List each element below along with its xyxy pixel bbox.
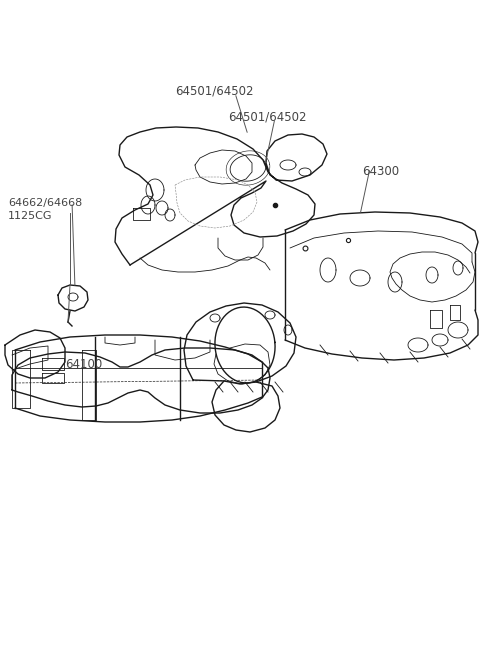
Text: 64100: 64100 <box>65 358 102 371</box>
Text: 64501/64502: 64501/64502 <box>228 110 307 123</box>
Text: 64300: 64300 <box>362 165 399 178</box>
Text: 64662/64668: 64662/64668 <box>8 198 82 208</box>
Text: 64501/64502: 64501/64502 <box>175 85 253 98</box>
Text: 1125CG: 1125CG <box>8 211 52 221</box>
